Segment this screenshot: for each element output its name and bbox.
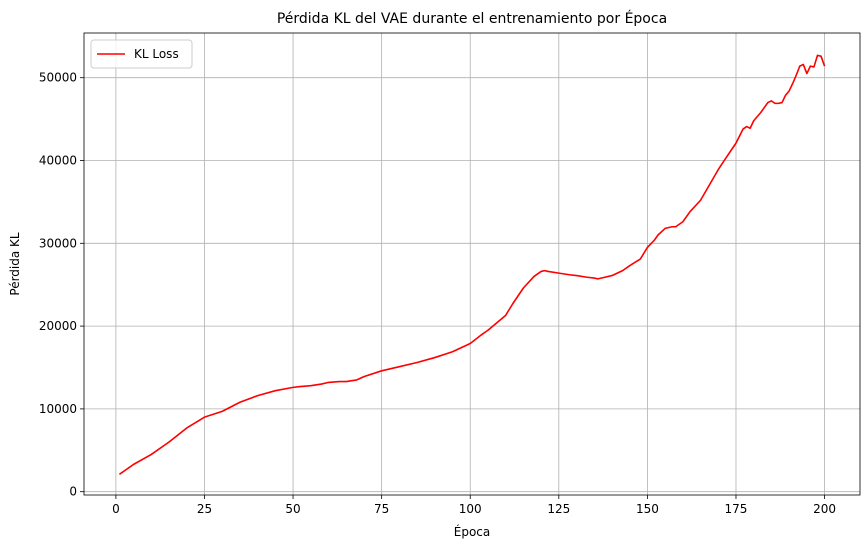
- x-tick-label: 200: [813, 502, 836, 516]
- x-tick-label: 75: [374, 502, 389, 516]
- x-tick-label: 50: [285, 502, 300, 516]
- y-axis-label: Pérdida KL: [8, 232, 22, 296]
- series-layer: [118, 54, 826, 475]
- y-tick-label: 50000: [39, 71, 77, 85]
- x-tick-label: 25: [197, 502, 212, 516]
- x-tick-label: 0: [112, 502, 120, 516]
- y-tick-label: 20000: [39, 319, 77, 333]
- x-tick-label: 175: [725, 502, 748, 516]
- y-tick-label: 10000: [39, 402, 77, 416]
- chart-title: Pérdida KL del VAE durante el entrenamie…: [277, 10, 667, 27]
- legend-box: [90, 39, 193, 69]
- y-tick-label: 0: [69, 485, 77, 499]
- ticks-layer: 0 25 50 75 100 125 150 175 200 0 10000 20000 30000 40…: [39, 71, 836, 516]
- x-tick-label: 100: [459, 502, 482, 516]
- x-tick-label: 125: [547, 502, 570, 516]
- legend-label: KL Loss: [134, 47, 179, 61]
- y-tick-label: 40000: [39, 154, 77, 168]
- plot-frame: [83, 32, 861, 496]
- x-tick-label: 150: [636, 502, 659, 516]
- series-line-kl-loss: [118, 54, 826, 475]
- x-axis-label: Época: [454, 524, 491, 539]
- axes-frame: [83, 32, 861, 496]
- grid-layer: [84, 33, 860, 495]
- legend: KL Loss: [90, 39, 193, 69]
- y-tick-label: 30000: [39, 236, 77, 250]
